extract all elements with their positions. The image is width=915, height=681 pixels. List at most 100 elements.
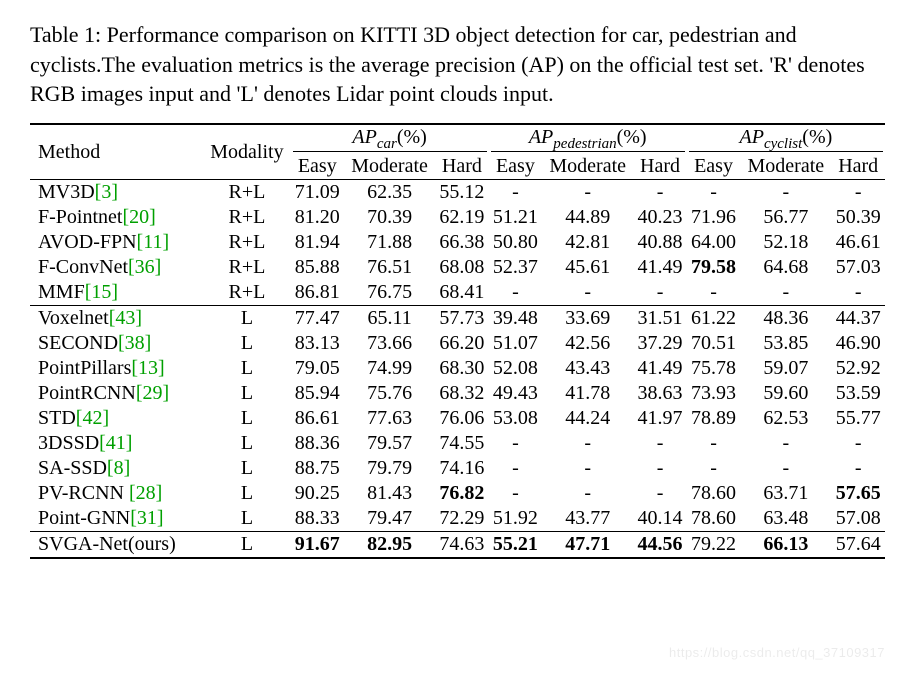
value-cell: 52.08: [489, 356, 543, 381]
value-cell: -: [687, 431, 741, 456]
table-row: PointRCNN[29]L85.9475.7668.3249.4341.783…: [30, 381, 885, 406]
citation-link[interactable]: [29]: [136, 382, 169, 404]
value-cell: -: [542, 431, 633, 456]
value-cell: 41.78: [542, 381, 633, 406]
value-cell: 48.36: [740, 306, 831, 332]
value-cell: 52.92: [831, 356, 885, 381]
citation-link[interactable]: [28]: [129, 482, 162, 504]
value-cell: 71.96: [687, 205, 741, 230]
value-cell: -: [633, 280, 687, 306]
value-cell: 77.63: [344, 406, 435, 431]
method-name: SVGA-Net(ours): [38, 533, 176, 555]
value-cell: -: [542, 180, 633, 206]
modality-cell: L: [203, 306, 290, 332]
value-cell: -: [489, 431, 543, 456]
method-name: SA-SSD: [38, 457, 107, 479]
value-cell: 70.51: [687, 331, 741, 356]
table-row: Point-GNN[31]L88.3379.4772.2951.9243.774…: [30, 506, 885, 532]
value-cell: 38.63: [633, 381, 687, 406]
modality-cell: L: [203, 406, 290, 431]
value-cell: 43.43: [542, 356, 633, 381]
method-name: F-Pointnet: [38, 206, 122, 228]
value-cell: -: [489, 456, 543, 481]
modality-cell: L: [203, 331, 290, 356]
value-cell: 56.77: [740, 205, 831, 230]
value-cell: 57.64: [831, 532, 885, 559]
table-header: Method Modality APcar(%) APpedestrian(%)…: [30, 124, 885, 180]
value-cell: -: [489, 180, 543, 206]
results-table: Method Modality APcar(%) APpedestrian(%)…: [30, 123, 885, 559]
subcol-easy: Easy: [291, 154, 345, 180]
table-row: F-Pointnet[20]R+L81.2070.3962.1951.2144.…: [30, 205, 885, 230]
value-cell: 79.57: [344, 431, 435, 456]
value-cell: 53.85: [740, 331, 831, 356]
method-name: MV3D: [38, 181, 95, 203]
citation-link[interactable]: [41]: [99, 432, 132, 454]
value-cell: 37.29: [633, 331, 687, 356]
table-row: Voxelnet[43]L77.4765.1157.7339.4833.6931…: [30, 306, 885, 332]
citation-link[interactable]: [42]: [76, 407, 109, 429]
modality-cell: R+L: [203, 230, 290, 255]
value-cell: -: [687, 180, 741, 206]
value-cell: 76.06: [435, 406, 489, 431]
citation-link[interactable]: [13]: [131, 357, 164, 379]
citation-link[interactable]: [8]: [107, 457, 130, 479]
citation-link[interactable]: [43]: [109, 307, 142, 329]
value-cell: 74.99: [344, 356, 435, 381]
value-cell: 76.51: [344, 255, 435, 280]
value-cell: 53.59: [831, 381, 885, 406]
value-cell: -: [489, 481, 543, 506]
method-cell: AVOD-FPN[11]: [30, 230, 203, 255]
modality-cell: L: [203, 381, 290, 406]
value-cell: 41.49: [633, 356, 687, 381]
modality-cell: L: [203, 506, 290, 532]
citation-link[interactable]: [38]: [118, 332, 151, 354]
value-cell: 57.08: [831, 506, 885, 532]
citation-link[interactable]: [15]: [85, 281, 118, 303]
value-cell: 86.61: [291, 406, 345, 431]
subcol-moderate: Moderate: [344, 154, 435, 180]
value-cell: 45.61: [542, 255, 633, 280]
value-cell: -: [740, 431, 831, 456]
value-cell: 39.48: [489, 306, 543, 332]
value-cell: 75.76: [344, 381, 435, 406]
method-name: STD: [38, 407, 76, 429]
table-row: AVOD-FPN[11]R+L81.9471.8866.3850.8042.81…: [30, 230, 885, 255]
table-row: PointPillars[13]L79.0574.9968.3052.0843.…: [30, 356, 885, 381]
value-cell: 71.09: [291, 180, 345, 206]
value-cell: -: [542, 481, 633, 506]
citation-link[interactable]: [3]: [95, 181, 118, 203]
method-name: PV-RCNN: [38, 482, 129, 504]
value-cell: 52.18: [740, 230, 831, 255]
citation-link[interactable]: [11]: [137, 231, 170, 253]
method-cell: F-Pointnet[20]: [30, 205, 203, 230]
value-cell: 59.60: [740, 381, 831, 406]
value-cell: 81.20: [291, 205, 345, 230]
col-modality: Modality: [203, 124, 290, 180]
modality-cell: L: [203, 456, 290, 481]
value-cell: -: [633, 456, 687, 481]
value-cell: -: [831, 431, 885, 456]
value-cell: 88.36: [291, 431, 345, 456]
value-cell: 83.13: [291, 331, 345, 356]
value-cell: 74.63: [435, 532, 489, 559]
value-cell: 68.41: [435, 280, 489, 306]
value-cell: 73.93: [687, 381, 741, 406]
value-cell: 72.29: [435, 506, 489, 532]
value-cell: -: [633, 431, 687, 456]
method-cell: SA-SSD[8]: [30, 456, 203, 481]
value-cell: 41.97: [633, 406, 687, 431]
table-row: 3DSSD[41]L88.3679.5774.55------: [30, 431, 885, 456]
value-cell: 59.07: [740, 356, 831, 381]
method-cell: MV3D[3]: [30, 180, 203, 206]
citation-link[interactable]: [20]: [122, 206, 155, 228]
value-cell: 51.07: [489, 331, 543, 356]
citation-link[interactable]: [36]: [128, 256, 161, 278]
value-cell: 57.03: [831, 255, 885, 280]
value-cell: 79.22: [687, 532, 741, 559]
table-row: PV-RCNN [28]L90.2581.4376.82---78.6063.7…: [30, 481, 885, 506]
method-name: MMF: [38, 281, 85, 303]
citation-link[interactable]: [31]: [130, 507, 163, 529]
table-row: SA-SSD[8]L88.7579.7974.16------: [30, 456, 885, 481]
value-cell: 52.37: [489, 255, 543, 280]
